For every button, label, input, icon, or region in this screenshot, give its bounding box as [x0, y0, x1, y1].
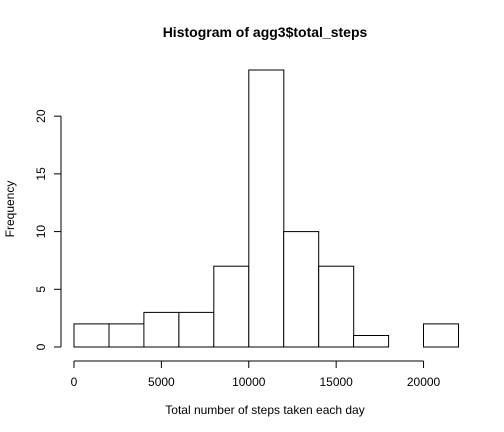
x-tick-label: 15000 — [319, 375, 353, 389]
x-tick-label: 0 — [71, 375, 78, 389]
histogram-bar-10 — [423, 323, 459, 348]
histogram-bar-1 — [108, 323, 145, 348]
x-tick-label: 10000 — [232, 375, 266, 389]
y-tick-label: 15 — [34, 167, 48, 181]
histogram-bar-3 — [178, 311, 215, 348]
x-tick-label: 20000 — [407, 375, 441, 389]
histogram-bars — [73, 69, 459, 348]
histogram-bar-4 — [213, 265, 250, 348]
chart-title: Histogram of agg3$total_steps — [163, 24, 368, 40]
histogram-bar-0 — [73, 323, 110, 348]
histogram-bar-5 — [248, 69, 285, 348]
y-tick-label: 0 — [34, 343, 48, 350]
histogram-bar-6 — [283, 231, 320, 348]
x-tick-label: 5000 — [148, 375, 175, 389]
x-axis: 0 5000 10000 15000 20000 — [71, 360, 441, 389]
x-axis-label: Total number of steps taken each day — [165, 403, 364, 417]
y-tick-label: 10 — [34, 225, 48, 239]
y-axis: 0 5 10 15 20 — [34, 109, 62, 350]
y-tick-label: 20 — [34, 109, 48, 123]
y-tick-label: 5 — [34, 286, 48, 293]
y-axis-label: Frequency — [3, 181, 17, 238]
histogram-bar-8 — [353, 335, 390, 348]
histogram-bar-2 — [143, 311, 180, 348]
histogram-bar-7 — [318, 265, 355, 348]
